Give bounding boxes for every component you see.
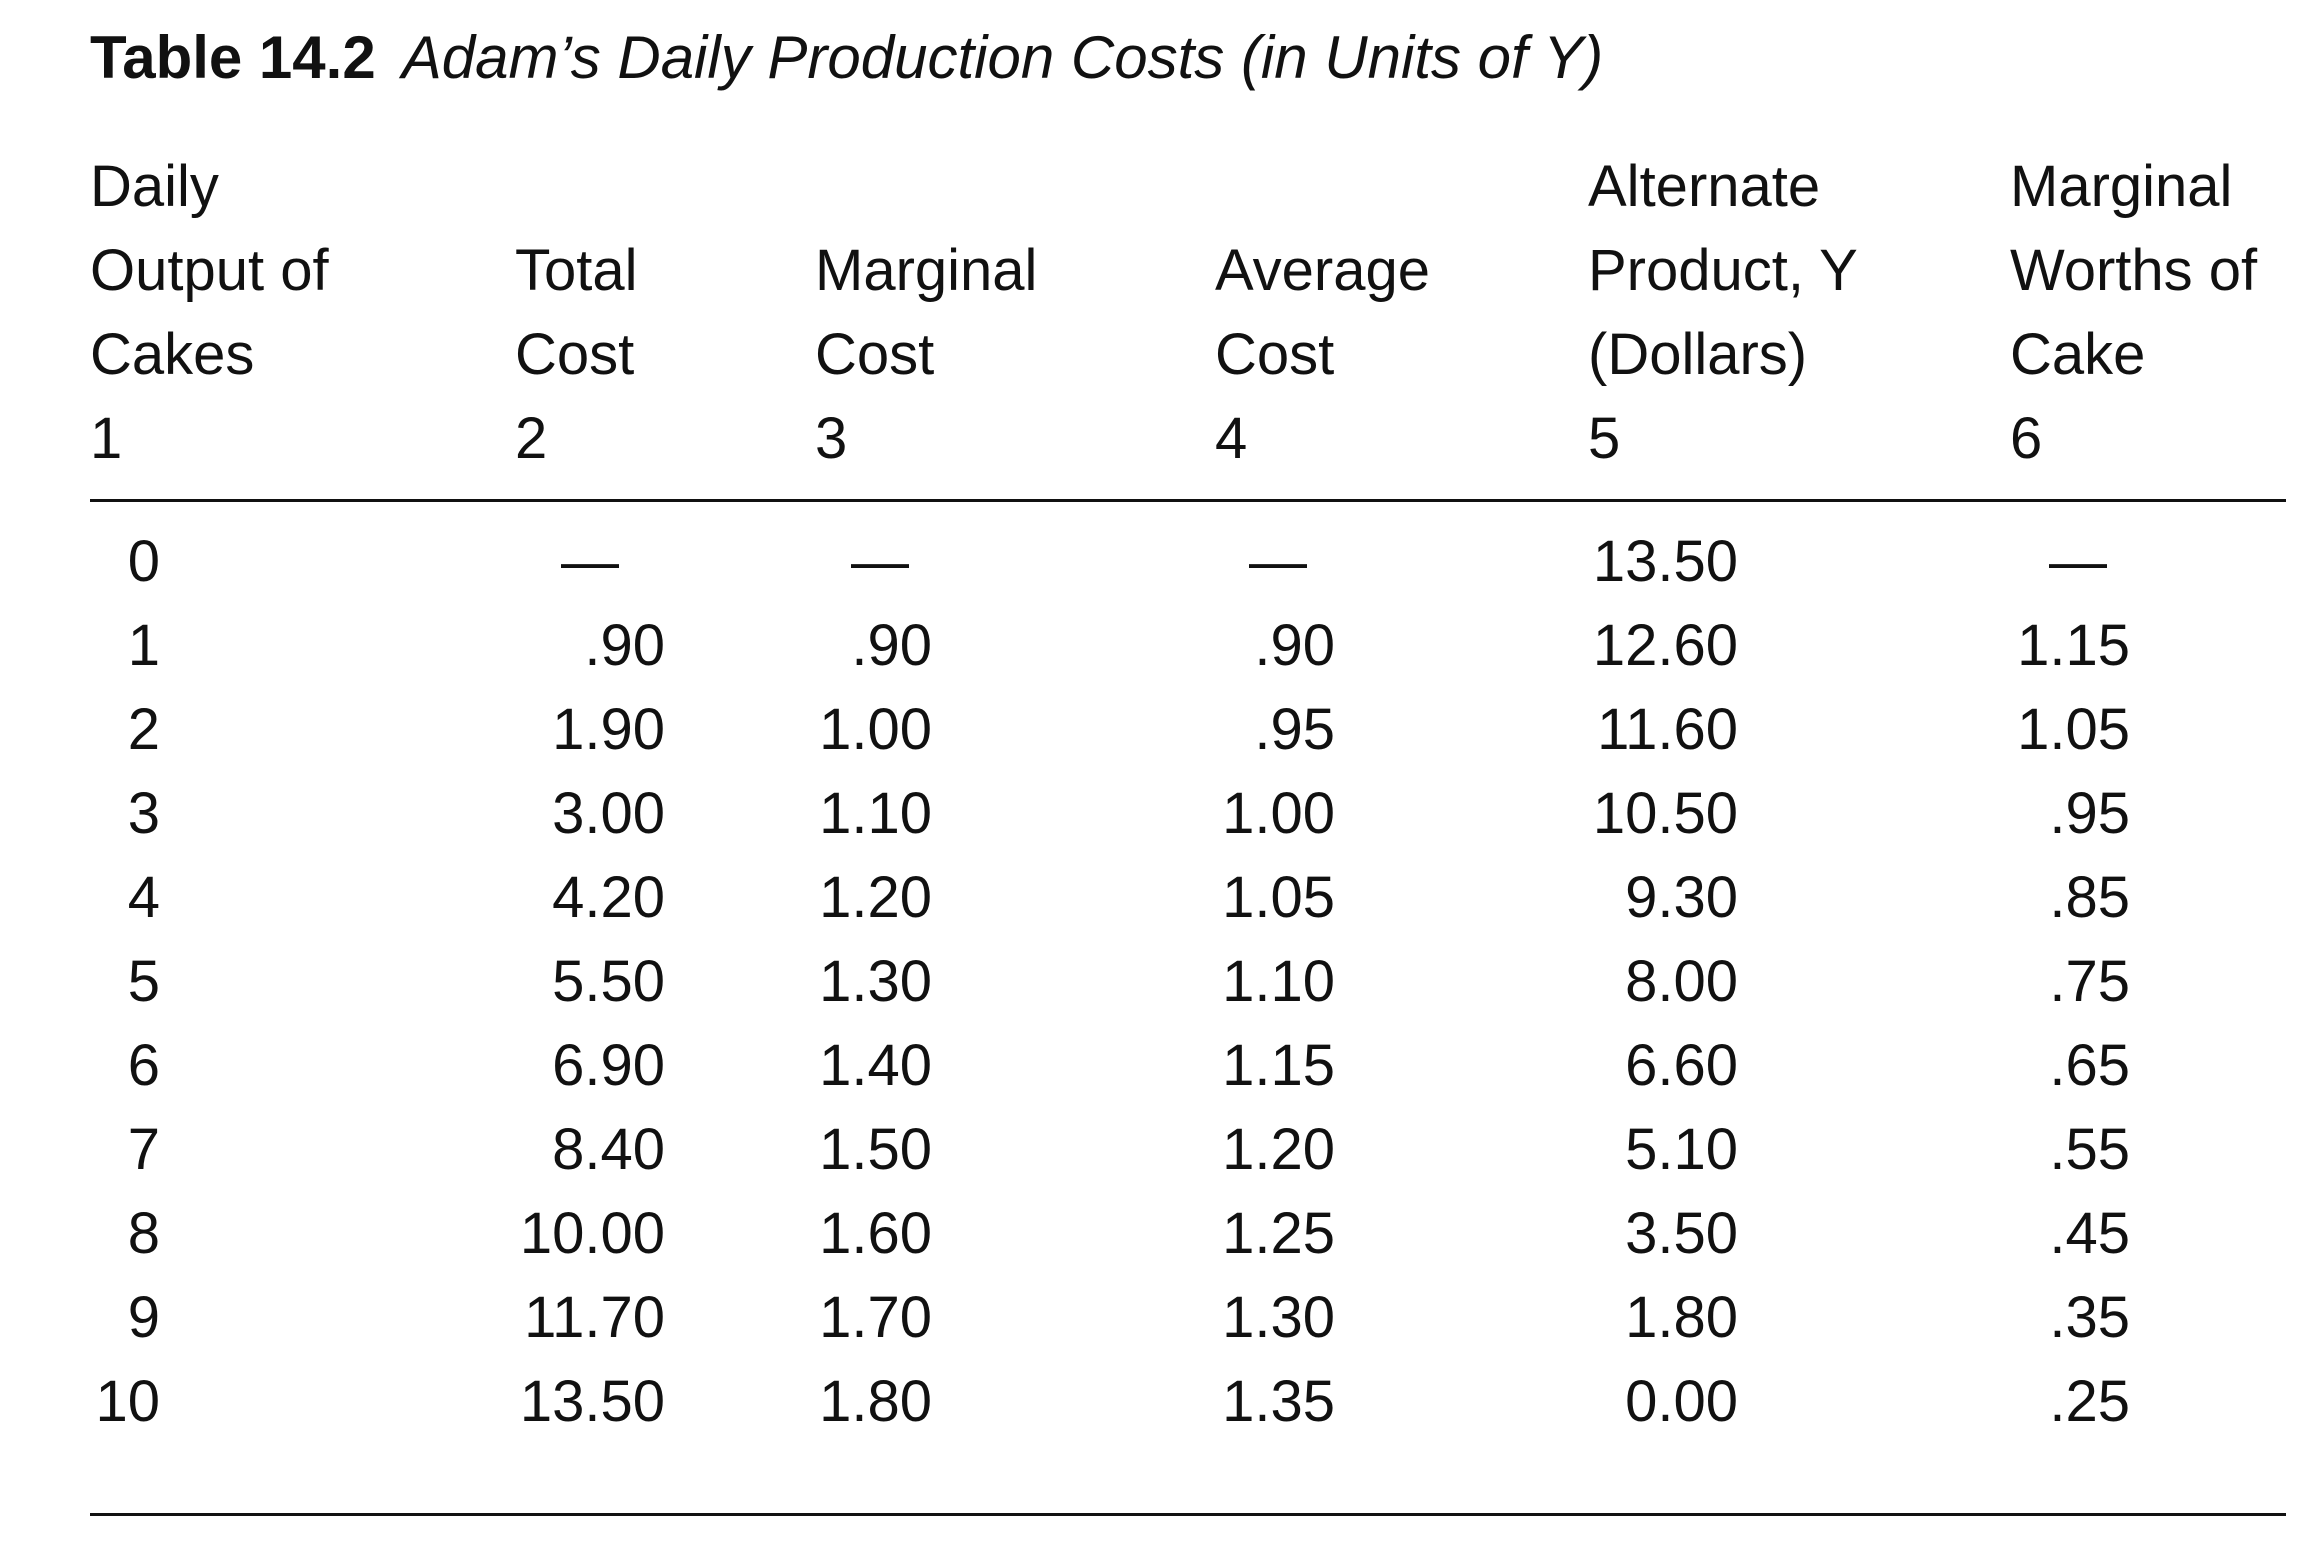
table-cell: .90 bbox=[851, 613, 932, 678]
table-cell: .35 bbox=[2049, 1285, 2130, 1350]
table-cell: 8 bbox=[127, 1201, 160, 1266]
column-header-line: 4 bbox=[1215, 406, 1248, 471]
table-cell: 6.90 bbox=[552, 1033, 665, 1098]
table-number: Table 14.2 bbox=[90, 24, 376, 91]
table-cell: 1.90 bbox=[552, 697, 665, 762]
table-cell: 1.80 bbox=[1625, 1285, 1738, 1350]
column-header-line: Cakes bbox=[90, 322, 255, 387]
column-header-line: Marginal bbox=[2010, 154, 2233, 219]
column-header-line: Alternate bbox=[1588, 154, 1821, 219]
column-header-line: Product, Y bbox=[1588, 238, 1858, 303]
column-header-line: Cost bbox=[815, 322, 935, 387]
table-cell: 1.20 bbox=[1222, 1117, 1335, 1182]
table-cell: 1.35 bbox=[1222, 1369, 1335, 1434]
table-cell: 5 bbox=[127, 949, 160, 1014]
table-cell: 0.00 bbox=[1625, 1369, 1738, 1434]
table-cell: 6 bbox=[127, 1033, 160, 1098]
table-cell: 1.05 bbox=[1222, 865, 1335, 930]
header-rule bbox=[90, 499, 2286, 502]
table-cell: 1.30 bbox=[1222, 1285, 1335, 1350]
column-header-line: Total bbox=[515, 238, 638, 303]
table-cell: — bbox=[1249, 529, 1307, 594]
table-cell: — bbox=[561, 529, 619, 594]
table-cell: 9 bbox=[127, 1285, 160, 1350]
table-cell: 11.70 bbox=[524, 1285, 665, 1350]
table-cell: 2 bbox=[127, 697, 160, 762]
column-header-line: Worths of bbox=[2010, 238, 2258, 303]
table-cell: 5.10 bbox=[1625, 1117, 1738, 1182]
table-cell: .55 bbox=[2049, 1117, 2130, 1182]
table-cell: 7 bbox=[127, 1117, 160, 1182]
table-cell: .45 bbox=[2049, 1201, 2130, 1266]
table-cell: 1.60 bbox=[819, 1201, 932, 1266]
column-header-line: 6 bbox=[2010, 406, 2043, 471]
table-cell: 13.50 bbox=[1592, 529, 1738, 594]
table-cell: 1.70 bbox=[819, 1285, 932, 1350]
table-cell: .85 bbox=[2049, 865, 2130, 930]
table-cell: 1.40 bbox=[819, 1033, 932, 1098]
table-cell: 1.50 bbox=[819, 1117, 932, 1182]
table-cell: 1.00 bbox=[819, 697, 932, 762]
table-cell: 10.50 bbox=[1592, 781, 1738, 846]
table-cell: .65 bbox=[2049, 1033, 2130, 1098]
table-cell: 11.60 bbox=[1597, 697, 1738, 762]
column-header-line: Cake bbox=[2010, 322, 2146, 387]
table-cell: 3.00 bbox=[552, 781, 665, 846]
column-header-line: Cost bbox=[515, 322, 635, 387]
table-cell: 12.60 bbox=[1592, 613, 1738, 678]
column-header-line: Marginal bbox=[815, 238, 1038, 303]
table-cell: .90 bbox=[584, 613, 665, 678]
table-cell: .95 bbox=[2049, 781, 2130, 846]
table-cell: 8.40 bbox=[552, 1117, 665, 1182]
column-header-line: Cost bbox=[1215, 322, 1335, 387]
column-header-line: 3 bbox=[815, 406, 848, 471]
table-cell: 3.50 bbox=[1625, 1201, 1738, 1266]
table-cell: 13.50 bbox=[519, 1369, 665, 1434]
table-title: Table 14.2 Adam’s Daily Production Costs … bbox=[90, 22, 1603, 94]
column-header-line: Daily bbox=[90, 154, 219, 219]
table-caption: Adam’s Daily Production Costs (in Units … bbox=[401, 24, 1604, 91]
table-cell: — bbox=[2049, 529, 2107, 594]
column-header-line: Output of bbox=[90, 238, 329, 303]
table-cell: 9.30 bbox=[1625, 865, 1738, 930]
column-header-line: 5 bbox=[1588, 406, 1621, 471]
table-cell: 1.00 bbox=[1222, 781, 1335, 846]
table-cell: .75 bbox=[2049, 949, 2130, 1014]
table-cell: 6.60 bbox=[1625, 1033, 1738, 1098]
table-cell: 8.00 bbox=[1625, 949, 1738, 1014]
table-cell: 3 bbox=[127, 781, 160, 846]
table-cell: 10.00 bbox=[519, 1201, 665, 1266]
table-cell: 1.15 bbox=[1222, 1033, 1335, 1098]
table-cell: 4 bbox=[127, 865, 160, 930]
table-cell: .90 bbox=[1254, 613, 1335, 678]
column-header-line: Average bbox=[1215, 238, 1430, 303]
table-cell: .25 bbox=[2049, 1369, 2130, 1434]
column-header-line: 2 bbox=[515, 406, 548, 471]
table-cell: 1.15 bbox=[2017, 613, 2130, 678]
column-header-line: (Dollars) bbox=[1588, 322, 1808, 387]
table-cell: 1.10 bbox=[819, 781, 932, 846]
table-cell: — bbox=[851, 529, 909, 594]
table-cell: 1.10 bbox=[1222, 949, 1335, 1014]
table-cell: 10 bbox=[95, 1369, 160, 1434]
table-cell: 1.20 bbox=[819, 865, 932, 930]
table-cell: 1.25 bbox=[1222, 1201, 1335, 1266]
table-cell: 5.50 bbox=[552, 949, 665, 1014]
table-cell: .95 bbox=[1254, 697, 1335, 762]
table-cell: 1.30 bbox=[819, 949, 932, 1014]
table-cell: 1 bbox=[127, 613, 160, 678]
table-cell: 1.05 bbox=[2017, 697, 2130, 762]
table-cell: 4.20 bbox=[552, 865, 665, 930]
table-cell: 0 bbox=[127, 529, 160, 594]
bottom-rule bbox=[90, 1513, 2286, 1516]
column-header-line: 1 bbox=[90, 406, 123, 471]
table-cell: 1.80 bbox=[819, 1369, 932, 1434]
